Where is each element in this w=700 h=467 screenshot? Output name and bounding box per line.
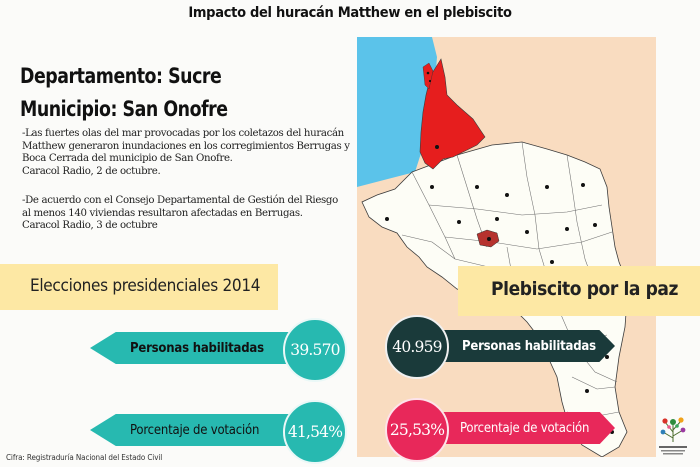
elecciones-personas-ribbon: Personas habilitadas xyxy=(90,332,305,364)
source-note: Cifra: Registraduría Nacional del Estado… xyxy=(6,453,163,462)
news-item-2: -De acuerdo con el Consejo Departamental… xyxy=(22,195,362,233)
logo-icon xyxy=(659,417,687,455)
elecciones-porcentaje-ribbon: Porcentaje de votación xyxy=(90,414,305,446)
san-onofre-highlight xyxy=(419,58,486,170)
plebiscito-porcentaje-ribbon: Porcentaje de votación xyxy=(425,412,615,444)
news-line: Caracol Radio, 3 de octubre xyxy=(22,220,158,231)
elecciones-heading-band: Elecciones presidenciales 2014 xyxy=(0,264,278,310)
island xyxy=(422,62,434,90)
municipio-label: Municipio: San Onofre xyxy=(20,97,228,121)
plebiscito-personas-label: Personas habilitadas xyxy=(462,338,596,354)
news-line: Caracol Radio, 2 de octubre. xyxy=(22,165,161,177)
plebiscito-personas-value: 40.959 xyxy=(385,315,449,379)
department-shape xyxy=(361,141,628,457)
elecciones-heading: Elecciones presidenciales 2014 xyxy=(30,276,261,296)
elecciones-porcentaje-value: 41,54% xyxy=(283,400,347,464)
elecciones-personas-label: Personas habilitadas xyxy=(130,340,264,356)
news-line: Matthew generaron inundaciones en los co… xyxy=(22,140,350,152)
plebiscito-porcentaje-value: 25,53% xyxy=(385,398,449,462)
plebiscito-personas-ribbon: Personas habilitadas xyxy=(420,330,615,362)
plebiscito-heading: Plebiscito por la paz xyxy=(491,278,679,300)
plebiscito-heading-band: Plebiscito por la paz xyxy=(458,266,700,316)
page-title: Impacto del huracán Matthew en el plebis… xyxy=(188,5,512,21)
sea-area xyxy=(357,37,437,187)
elecciones-personas-value: 39.570 xyxy=(283,318,347,382)
news-line: -Las fuertes olas del mar provocadas por… xyxy=(22,128,344,139)
news-line: -De acuerdo con el Consejo Departamental… xyxy=(22,195,338,206)
news-item-1: -Las fuertes olas del mar provocadas por… xyxy=(22,128,362,178)
plebiscito-porcentaje-label: Porcentaje de votación xyxy=(460,420,590,436)
departamento-label: Departamento: Sucre xyxy=(20,64,222,88)
sucre-map xyxy=(357,37,628,457)
news-line: al menos 140 viviendas resultaron afecta… xyxy=(22,207,303,219)
elecciones-porcentaje-label: Porcentaje de votación xyxy=(130,422,260,438)
news-line: Boca Cerrada del municipio de San Onofre… xyxy=(22,153,233,164)
